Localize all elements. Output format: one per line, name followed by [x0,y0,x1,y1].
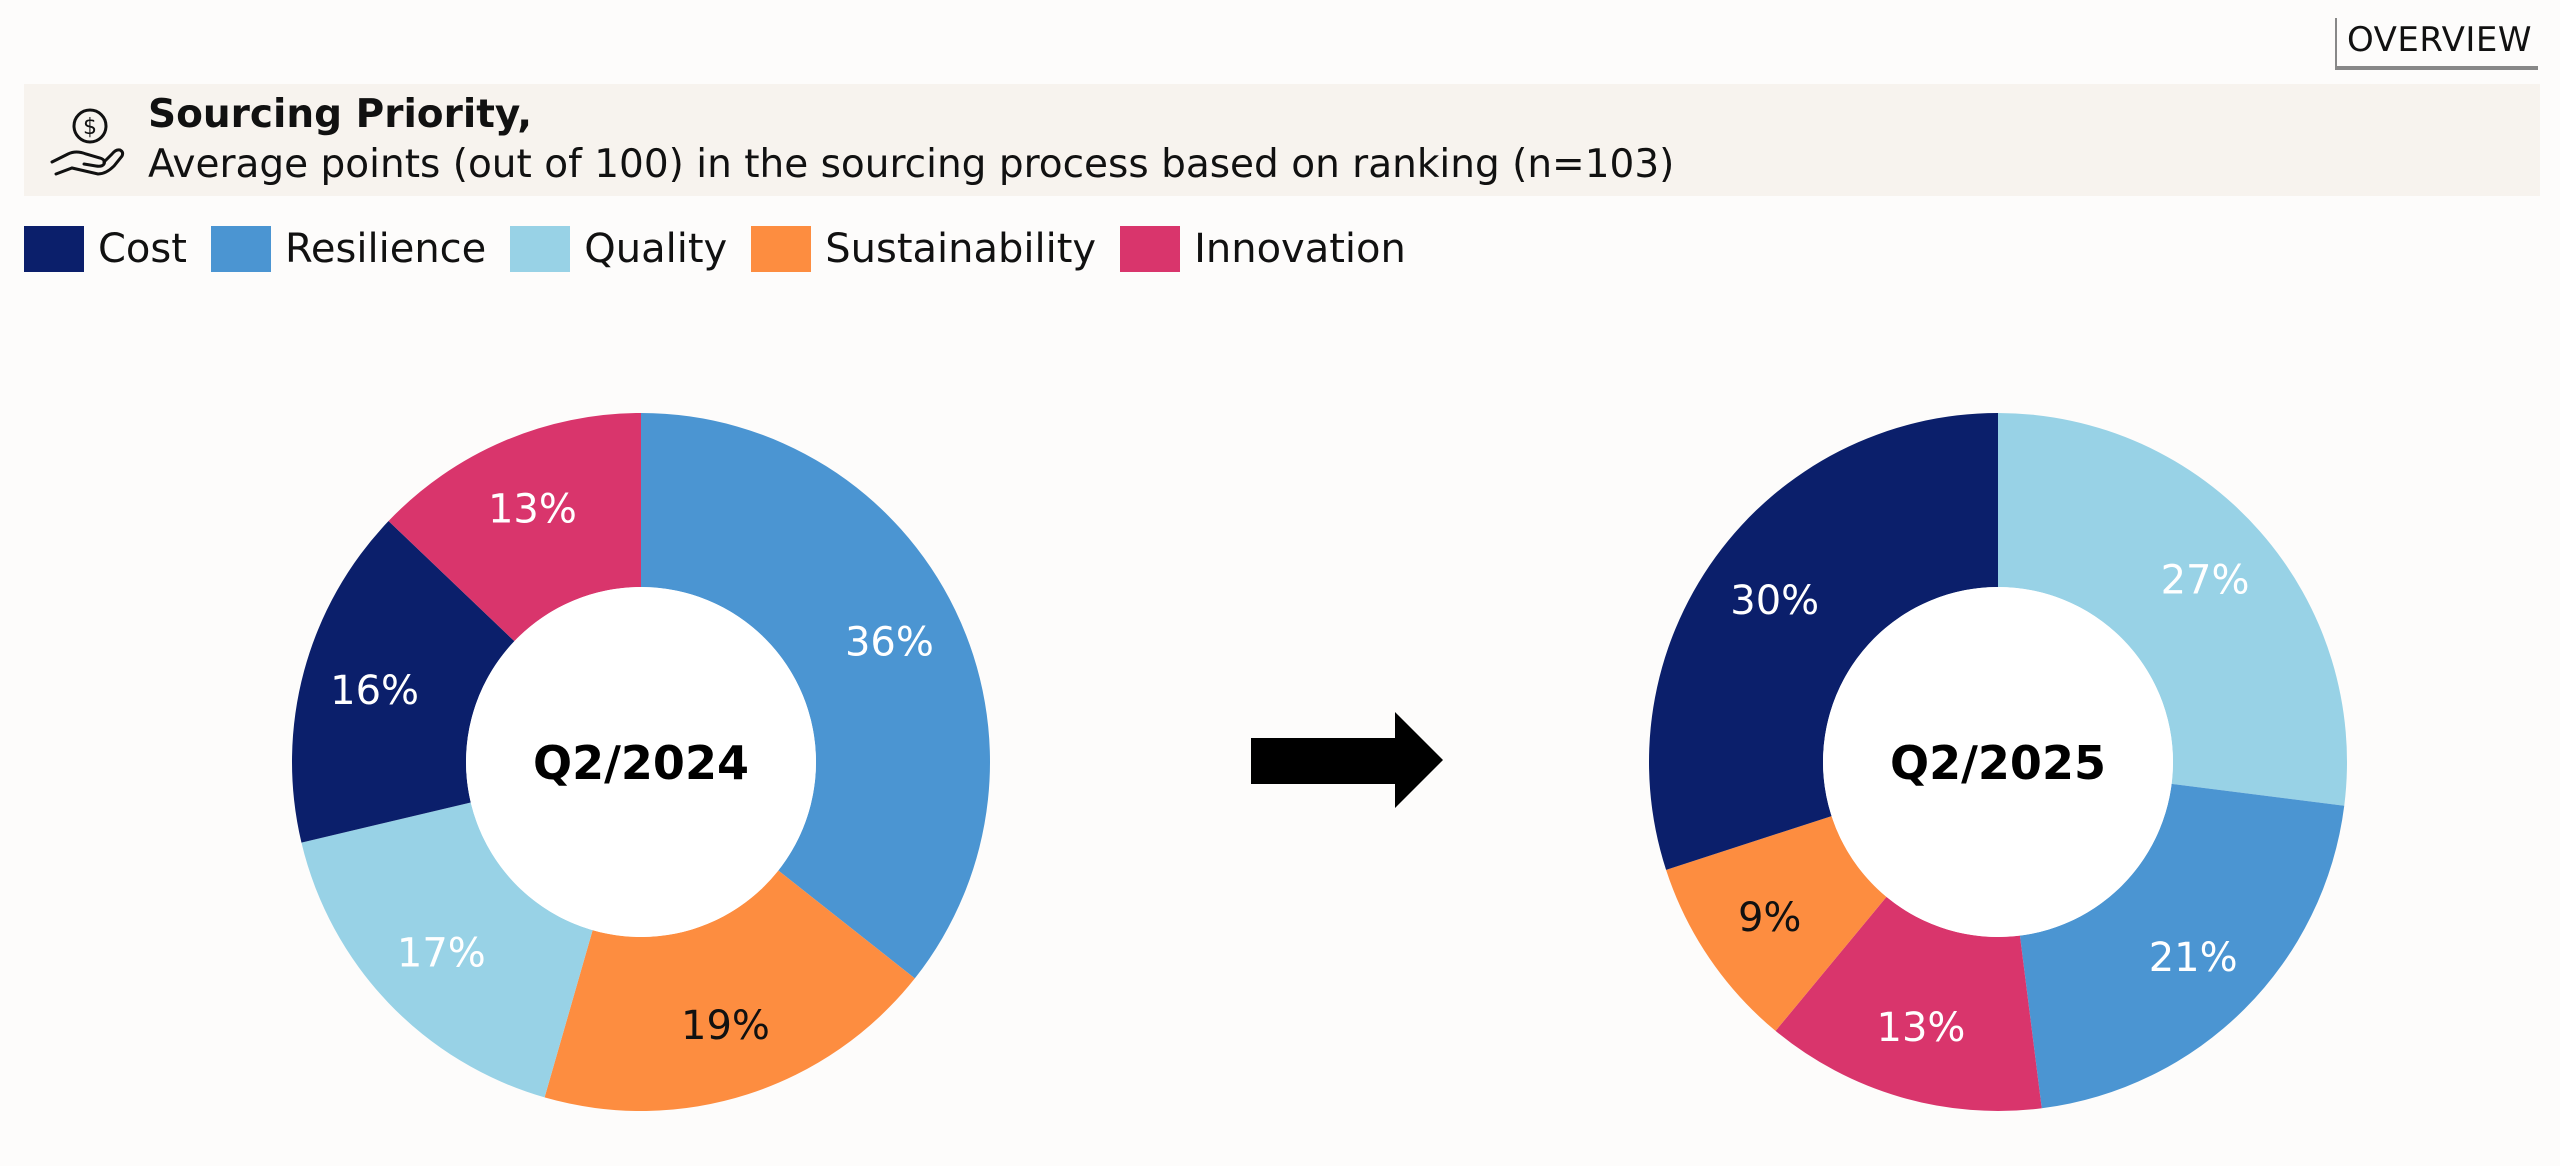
donut-slice-innovation [1775,896,2042,1111]
legend-label: Quality [584,226,728,272]
slice-label: 13% [488,486,577,532]
slice-label: 21% [2149,935,2238,981]
donut-slice-innovation [388,413,641,642]
hand-holding-dollar-icon: $ [50,108,125,176]
legend-label: Resilience [284,226,487,272]
legend-item-quality: Quality [510,226,727,272]
donut-chart-q2-2024: 36% 19% 17% 16% 13% Q2/2024 [292,413,991,1112]
legend-swatch [751,226,812,272]
chart-title: Sourcing Priority, [148,92,533,137]
legend-swatch [210,226,271,272]
donut-slice-sustainability [1666,816,1887,1031]
donut-hole [466,587,816,937]
slice-label: 13% [1877,1005,1966,1051]
slice-label: 30% [1730,578,1819,624]
donut-slice-quality [301,802,593,1098]
donut-slice-sustainability [544,870,915,1112]
overview-tab[interactable]: OVERVIEW [2334,18,2538,70]
slice-label: 16% [330,668,419,714]
donut-slice-quality [1998,413,2348,806]
chart-header: $ Sourcing Priority, Average points (out… [24,84,2540,196]
slice-label: 19% [681,1003,770,1049]
arrow-right-icon [1251,712,1443,808]
slice-label: 17% [397,931,486,977]
chart-subtitle: Average points (out of 100) in the sourc… [148,142,1675,187]
donut-slice-cost [1649,413,1998,870]
slice-label: 36% [845,620,934,666]
legend-label: Sustainability [825,226,1097,272]
slice-label: 27% [2161,557,2250,603]
donut-hole [1823,587,2173,937]
donut-slice-cost [292,521,515,843]
legend-item-innovation: Innovation [1120,226,1406,272]
donut-center-title: Q2/2025 [1890,736,2106,790]
legend-item-sustainability: Sustainability [751,226,1096,272]
donut-chart-q2-2025: 27% 21% 13% 9% 30% Q2/2025 [1649,413,2348,1111]
donut-slice-resilience [641,413,991,979]
legend-swatch [510,226,571,272]
donut-center-title: Q2/2024 [533,736,749,790]
legend-item-cost: Cost [24,226,187,272]
legend-swatch [1120,226,1181,272]
legend-label: Cost [98,226,187,272]
legend-swatch [24,226,84,272]
donut-slice-resilience [2019,783,2345,1109]
svg-text:$: $ [83,115,97,140]
slice-label: 9% [1738,895,1801,941]
legend: Cost Resilience Quality Sustainability I… [24,226,1430,272]
legend-label: Innovation [1194,226,1406,272]
legend-item-resilience: Resilience [210,226,487,272]
